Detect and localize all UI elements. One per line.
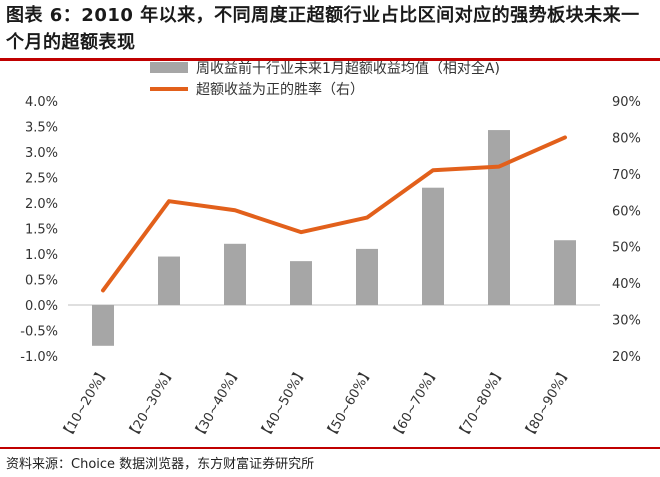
x-tick-label: 【80~90%】 xyxy=(520,365,574,444)
x-tick-label: 【30~40%】 xyxy=(190,365,244,444)
right-tick-label: 90% xyxy=(612,95,641,110)
legend: 周收益前十行业未来1月超额收益均值（相对全A) 超额收益为正的胜率（右） xyxy=(150,60,500,98)
bar xyxy=(488,130,510,305)
x-tick-label: 【40~50%】 xyxy=(256,365,310,444)
left-tick-label: 1.0% xyxy=(25,248,58,263)
left-tick-label: 3.0% xyxy=(25,146,58,161)
left-axis: -1.0% -0.5% 0.0% 0.5% 1.0% 1.5% 2.0% 2.5% 3.0% 3.… xyxy=(20,95,58,365)
left-tick-label: 2.0% xyxy=(25,197,58,212)
x-axis: 【10~20%】 【20~30%】 【30~40%】 【40~50%】 【50~60%】… xyxy=(58,365,574,444)
bar xyxy=(158,256,180,305)
legend-bar-label: 周收益前十行业未来1月超额收益均值（相对全A) xyxy=(196,60,500,77)
left-tick-label: -1.0% xyxy=(20,350,58,365)
title-rule xyxy=(0,58,660,61)
left-tick-label: 4.0% xyxy=(25,95,58,110)
chart: 周收益前十行业未来1月超额收益均值（相对全A) 超额收益为正的胜率（右） -1.… xyxy=(20,60,641,444)
right-axis: 20% 30% 40% 50% 60% 70% 80% 90% xyxy=(612,95,641,365)
bar xyxy=(224,243,246,305)
legend-line-label: 超额收益为正的胜率（右） xyxy=(196,81,364,98)
left-tick-label: 2.5% xyxy=(25,172,58,187)
bar-series xyxy=(92,130,576,346)
left-tick-label: 3.5% xyxy=(25,121,58,136)
line-series xyxy=(101,135,567,293)
right-tick-label: 50% xyxy=(612,241,641,256)
bar xyxy=(92,305,114,346)
x-tick-label: 【20~30%】 xyxy=(124,365,178,444)
right-tick-label: 80% xyxy=(612,131,641,146)
bar xyxy=(554,240,576,305)
chart-title: 图表 6：2010 年以来，不同周度正超额行业占比区间对应的强势板块未来一个月的… xyxy=(6,5,640,53)
left-tick-label: 0.5% xyxy=(25,274,58,289)
right-tick-label: 30% xyxy=(612,314,641,329)
x-tick-label: 【50~60%】 xyxy=(322,365,376,444)
legend-bar-swatch xyxy=(150,62,188,73)
source-note: 资料来源：Choice 数据浏览器，东方财富证券研究所 xyxy=(6,457,315,472)
footer-rule xyxy=(0,447,660,449)
x-tick-label: 【60~70%】 xyxy=(388,365,442,444)
left-tick-label: -0.5% xyxy=(20,325,58,340)
bar xyxy=(356,248,378,305)
win-rate-line xyxy=(101,135,567,293)
right-tick-label: 40% xyxy=(612,277,641,292)
left-tick-label: 0.0% xyxy=(25,299,58,314)
right-tick-label: 70% xyxy=(612,168,641,183)
x-tick-label: 【70~80%】 xyxy=(454,365,508,444)
left-tick-label: 1.5% xyxy=(25,223,58,238)
bar xyxy=(422,187,444,305)
x-tick-label: 【10~20%】 xyxy=(58,365,112,444)
right-tick-label: 20% xyxy=(612,350,641,365)
bar xyxy=(290,261,312,305)
right-tick-label: 60% xyxy=(612,204,641,219)
